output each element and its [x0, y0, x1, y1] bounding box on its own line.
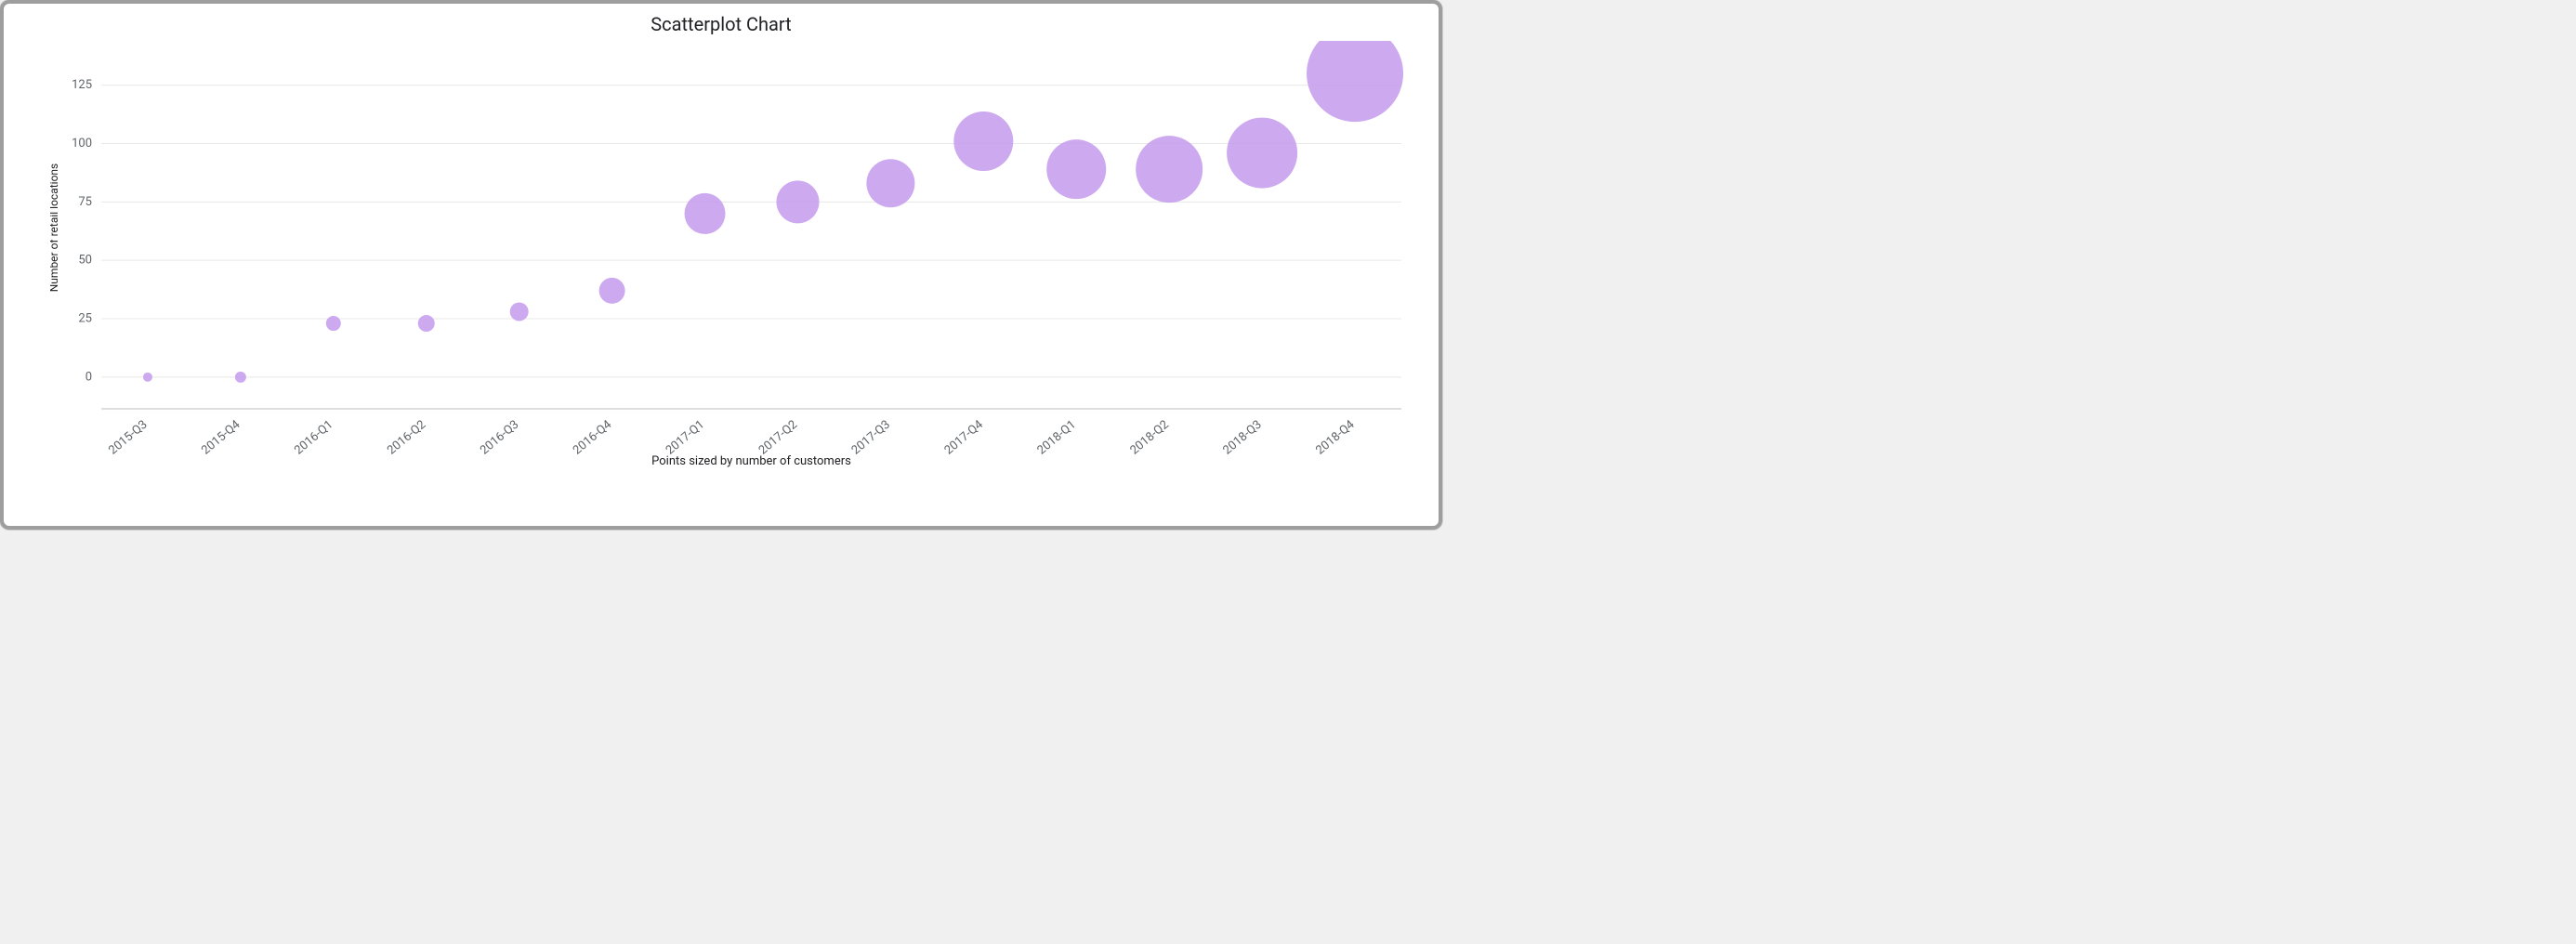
x-axis-title: Points sized by number of customers — [651, 454, 851, 468]
x-tick-label: 2015-Q4 — [199, 417, 243, 457]
data-point[interactable] — [1136, 136, 1203, 203]
x-tick-label: 2018-Q3 — [1220, 418, 1264, 458]
x-tick-label: 2018-Q1 — [1035, 418, 1079, 458]
x-tick-label: 2017-Q3 — [849, 418, 893, 458]
data-point[interactable] — [685, 193, 726, 234]
chart-title: Scatterplot Chart — [4, 13, 1439, 35]
y-tick-label: 75 — [78, 195, 92, 209]
chart-area: 0 25 50 75 100 125 2015-Q3 2015-Q4 2016-Q1 2016-Q… — [50, 41, 1420, 470]
data-point[interactable] — [326, 316, 341, 331]
x-tick-label: 2016-Q1 — [292, 418, 335, 458]
y-tick-label: 25 — [78, 311, 92, 325]
x-tick-label: 2018-Q4 — [1313, 417, 1358, 457]
y-tick-label: 0 — [85, 370, 92, 384]
chart-frame: Scatterplot Chart 0 25 50 75 100 125 2015-Q3 20… — [0, 0, 1442, 530]
data-point[interactable] — [1227, 118, 1297, 189]
data-point[interactable] — [776, 180, 819, 223]
data-point[interactable] — [1307, 41, 1403, 122]
x-tick-label: 2017-Q4 — [942, 417, 987, 457]
data-point[interactable] — [1046, 139, 1106, 199]
y-tick-label: 50 — [78, 254, 92, 268]
x-tick-label: 2016-Q3 — [478, 418, 521, 458]
data-point[interactable] — [599, 278, 625, 304]
x-tick-label: 2018-Q2 — [1128, 418, 1172, 458]
data-point[interactable] — [953, 111, 1013, 171]
data-point[interactable] — [418, 315, 435, 332]
x-tick-label: 2017-Q1 — [664, 418, 707, 458]
data-point[interactable] — [866, 159, 914, 207]
data-point[interactable] — [510, 302, 529, 321]
y-axis-title: Number of retail locations — [50, 164, 60, 293]
y-tick-label: 125 — [72, 78, 92, 92]
data-point[interactable] — [143, 373, 152, 382]
scatter-chart: 0 25 50 75 100 125 2015-Q3 2015-Q4 2016-Q1 2016-Q… — [50, 41, 1420, 470]
x-tick-label: 2016-Q2 — [385, 418, 428, 458]
y-tick-label: 100 — [72, 137, 92, 151]
data-point[interactable] — [235, 372, 246, 383]
x-tick-label: 2015-Q3 — [106, 418, 150, 458]
x-tick-label: 2016-Q4 — [571, 417, 615, 457]
x-tick-label: 2017-Q2 — [756, 418, 800, 458]
